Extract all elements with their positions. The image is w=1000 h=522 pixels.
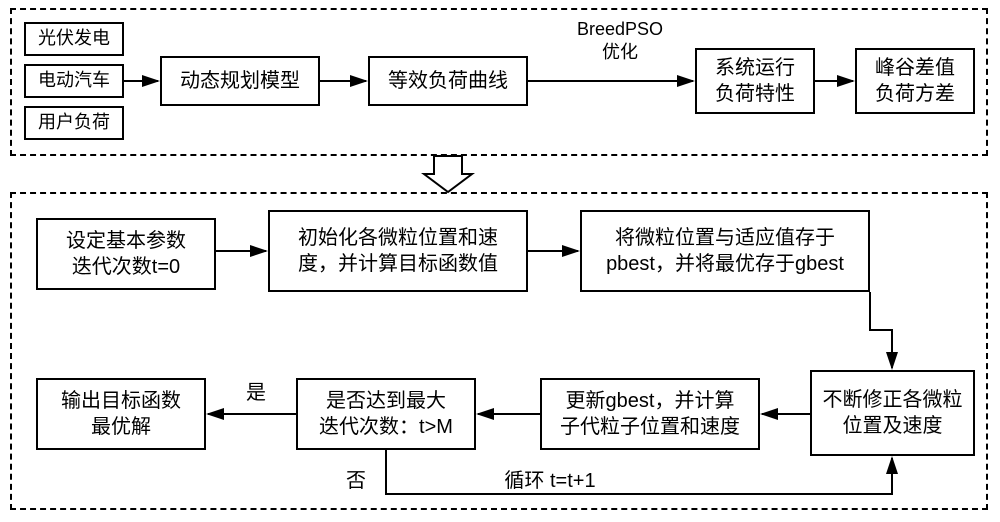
step-init: 初始化各微粒位置和速 度，并计算目标函数值	[268, 210, 528, 292]
step-output: 输出目标函数 最优解	[36, 378, 206, 450]
label-no: 否	[336, 468, 376, 494]
box-peak-valley: 峰谷差值 负荷方差	[855, 48, 975, 114]
step-pbest: 将微粒位置与适应值存于 pbest，并将最优存于gbest	[580, 210, 870, 292]
step-update: 更新gbest，并计算 子代粒子位置和速度	[540, 378, 760, 450]
step-params: 设定基本参数 迭代次数t=0	[36, 218, 216, 290]
label-yes: 是	[236, 380, 276, 406]
input-pv: 光伏发电	[24, 22, 124, 56]
box-equiv-curve: 等效负荷曲线	[368, 56, 528, 106]
input-ev: 电动汽车	[24, 64, 124, 98]
input-load: 用户负荷	[24, 106, 124, 140]
down-arrow-icon	[424, 156, 472, 192]
box-dp-model: 动态规划模型	[160, 56, 320, 106]
label-loop: 循环 t=t+1	[450, 468, 650, 494]
step-correct: 不断修正各微粒 位置及速度	[810, 370, 975, 456]
box-sys-char: 系统运行 负荷特性	[695, 48, 815, 114]
label-breedpso: BreedPSO 优化	[560, 18, 680, 65]
step-check: 是否达到最大 迭代次数：t>M	[296, 378, 476, 450]
